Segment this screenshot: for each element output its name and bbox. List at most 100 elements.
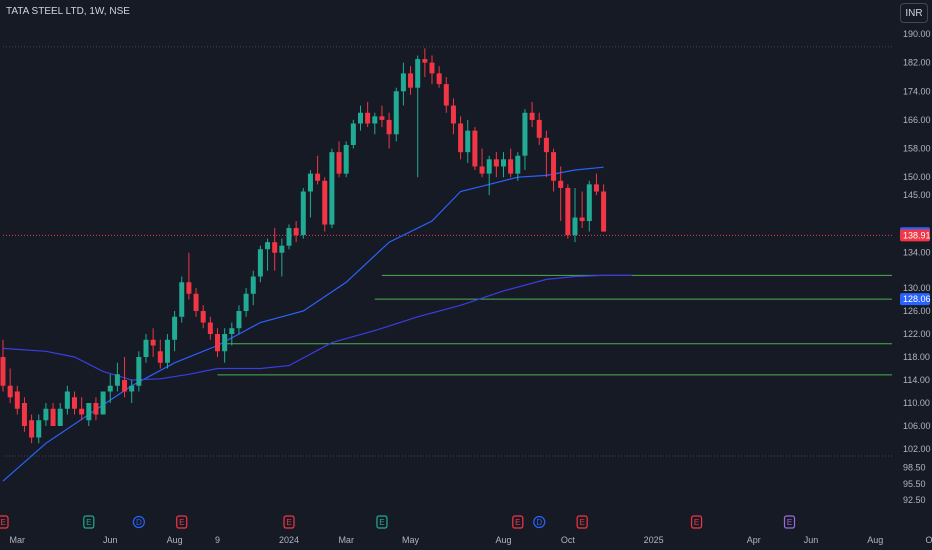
candle	[193, 288, 199, 317]
candle-body	[315, 173, 321, 181]
price-tick-label: 98.50	[903, 463, 926, 473]
candle	[350, 119, 356, 149]
candle	[522, 109, 528, 171]
candle	[29, 414, 35, 444]
marker-letter: E	[787, 518, 792, 527]
candle-body	[0, 357, 6, 386]
price-tick-label: 145.00	[903, 190, 931, 200]
candle-body	[143, 339, 149, 357]
candle-body	[114, 374, 120, 386]
candle-body	[207, 322, 213, 334]
marker-outline	[783, 515, 796, 529]
candle	[315, 155, 321, 185]
candle-body	[64, 391, 70, 409]
candle	[529, 102, 535, 128]
time-tick-label: 2024	[279, 535, 299, 545]
candle-body	[479, 166, 485, 174]
time-tick-label: Jun	[103, 535, 118, 545]
marker-letter: E	[86, 518, 91, 527]
price-tick-label: 106.00	[903, 421, 931, 431]
price-tick-label: 95.50	[903, 479, 926, 489]
time-tick-label: 2025	[644, 535, 664, 545]
candle	[200, 305, 206, 329]
marker-letter: E	[0, 518, 5, 527]
candle	[164, 334, 170, 369]
candle-body	[36, 420, 42, 438]
candle	[379, 105, 385, 128]
candle-body	[29, 420, 35, 438]
candle	[386, 112, 392, 149]
candle-body	[93, 403, 99, 415]
candle-body	[358, 112, 363, 124]
candle-body	[551, 152, 557, 181]
candle	[207, 316, 213, 340]
price-label-text: 138.91	[903, 230, 931, 240]
candle	[136, 351, 142, 392]
price-label-text: 128.06	[903, 294, 931, 304]
marker-outline	[132, 515, 145, 529]
candle-body	[329, 152, 335, 225]
candle	[215, 328, 220, 357]
candle-body	[386, 119, 392, 135]
earnings-marker-icon: E	[690, 515, 703, 529]
marker-letter: E	[379, 518, 384, 527]
candle-body	[257, 249, 263, 277]
marker-letter: D	[136, 518, 142, 527]
candle-body	[222, 334, 228, 352]
candle	[593, 173, 599, 196]
moving-averages-layer	[2, 166, 633, 482]
candle-body	[365, 112, 371, 124]
candle	[400, 62, 406, 106]
candle	[393, 87, 399, 142]
candle	[265, 238, 271, 271]
candle-body	[265, 242, 271, 250]
currency-button[interactable]: INR	[900, 3, 928, 23]
candle-body	[379, 116, 385, 120]
candle-body	[57, 408, 63, 426]
candle	[322, 177, 328, 232]
time-tick-label: Oct	[925, 535, 932, 545]
candle-body	[436, 73, 442, 85]
candle	[36, 414, 42, 444]
marker-outline	[83, 515, 95, 529]
marker-letter: E	[179, 518, 184, 527]
candle-body	[307, 173, 313, 192]
candle-body	[465, 130, 471, 153]
price-axis-bg	[892, 0, 932, 550]
candle-body	[486, 159, 492, 174]
marker-outline	[176, 515, 188, 529]
dividend-marker-icon: D	[132, 515, 145, 529]
candle	[143, 334, 149, 363]
candle-body	[236, 311, 242, 329]
candle-body	[450, 105, 456, 124]
candle-body	[572, 217, 578, 236]
candle-body	[215, 334, 220, 352]
candle	[100, 391, 106, 415]
candle	[107, 374, 113, 403]
earnings-marker-icon: E	[176, 515, 188, 529]
candle	[465, 119, 471, 163]
candle-body	[522, 112, 528, 156]
candle	[343, 141, 349, 178]
marker-outline	[690, 515, 703, 529]
price-axis[interactable]: 190.00 182.00 174.00 166.00 158.00 150.00 145.…	[892, 0, 932, 550]
candle	[536, 112, 542, 145]
candle-body	[586, 184, 592, 222]
candle-body	[100, 391, 106, 415]
candle	[572, 187, 578, 243]
time-tick-label: Apr	[747, 535, 761, 545]
candle	[358, 105, 363, 131]
candle	[72, 391, 77, 415]
candle-body	[343, 144, 349, 174]
candle	[150, 328, 156, 357]
candle	[422, 48, 428, 77]
time-tick-label: Aug	[167, 535, 183, 545]
candle	[472, 127, 478, 171]
time-axis[interactable]: Mar Jun Aug 9 2024 Mar May Aug Oct 2025 Apr Jun Aug O…	[10, 535, 932, 545]
price-tick-label: 122.00	[903, 329, 931, 339]
candle-body	[408, 73, 414, 88]
price-tick-label: 92.50	[903, 495, 926, 505]
candle-body	[86, 403, 92, 421]
earnings-marker-icon: E	[576, 515, 588, 529]
